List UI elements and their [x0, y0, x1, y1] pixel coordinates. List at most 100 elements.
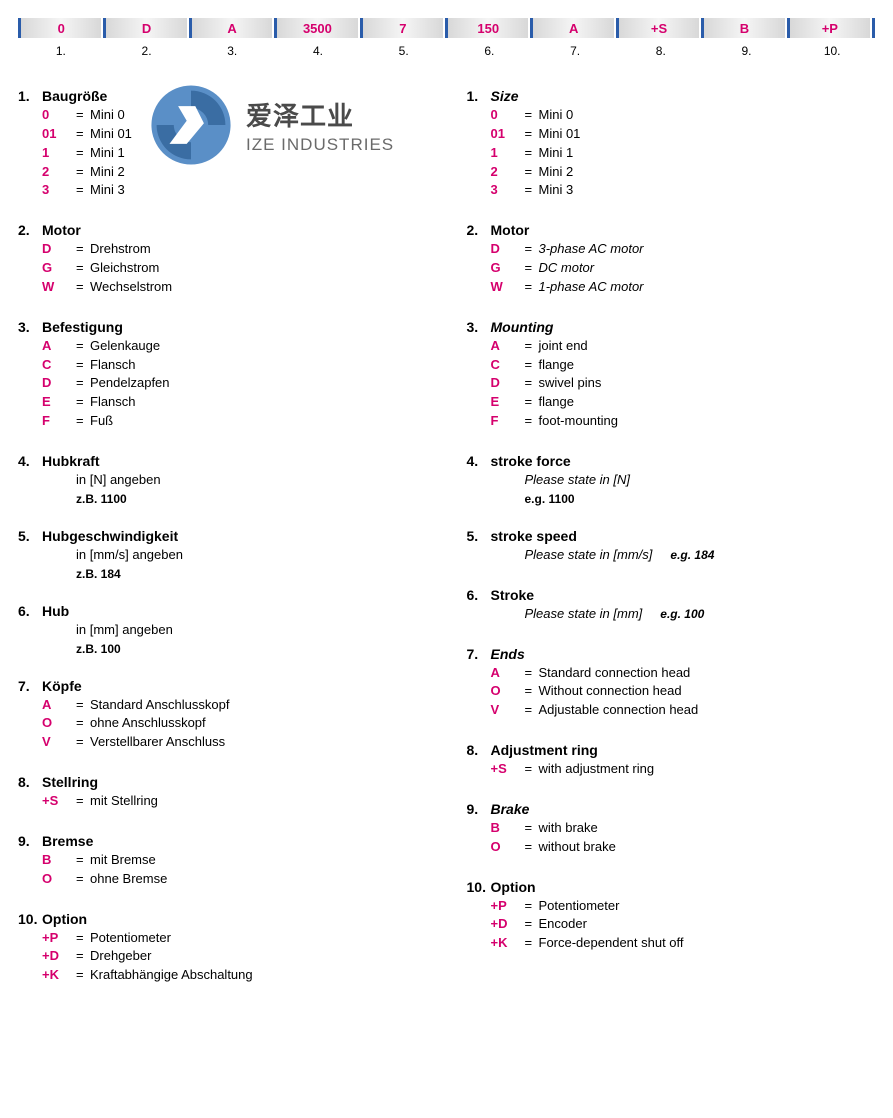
- code-value: 0: [58, 21, 65, 36]
- option-row: +S=with adjustment ring: [467, 760, 876, 779]
- option-row: E=Flansch: [18, 393, 427, 412]
- option-desc: Without connection head: [539, 682, 682, 701]
- option-row: +S=mit Stellring: [18, 792, 427, 811]
- option-code: O: [42, 714, 76, 733]
- section-title: Baugröße: [42, 88, 107, 104]
- option-code: D: [491, 240, 525, 259]
- section: 9.BremseB=mit BremseO=ohne Bremse: [18, 833, 427, 889]
- option-code: 01: [491, 125, 525, 144]
- section-number: 10.: [18, 911, 42, 927]
- equals: =: [76, 356, 90, 375]
- option-code: F: [491, 412, 525, 431]
- option-desc: Gleichstrom: [90, 259, 159, 278]
- option-desc: Standard Anschlusskopf: [90, 696, 229, 715]
- code-number: 7.: [532, 42, 618, 58]
- logo-icon: [148, 82, 234, 168]
- option-code: 01: [42, 125, 76, 144]
- logo-text: 爱泽工业 IZE INDUSTRIES: [246, 96, 394, 155]
- equals: =: [76, 144, 90, 163]
- section: 6.Hubin [mm] angebenz.B. 100: [18, 603, 427, 656]
- equals: =: [525, 278, 539, 297]
- option-code: D: [491, 374, 525, 393]
- section-title: Hubgeschwindigkeit: [42, 528, 178, 544]
- section: 4.stroke forcePlease state in [N]e.g. 11…: [467, 453, 876, 506]
- equals: =: [76, 393, 90, 412]
- code-number: 10.: [789, 42, 875, 58]
- option-desc: Flansch: [90, 356, 136, 375]
- option-row: D=Drehstrom: [18, 240, 427, 259]
- section-header: 2.Motor: [18, 222, 427, 238]
- equals: =: [76, 337, 90, 356]
- option-desc: without brake: [539, 838, 616, 857]
- option-desc: Mini 0: [90, 106, 125, 125]
- equals: =: [525, 181, 539, 200]
- example: z.B. 184: [76, 567, 427, 581]
- section-header: 1.Size: [467, 88, 876, 104]
- option-desc: mit Bremse: [90, 851, 156, 870]
- equals: =: [76, 240, 90, 259]
- option-code: +K: [491, 934, 525, 953]
- equals: =: [525, 144, 539, 163]
- option-row: +D=Drehgeber: [18, 947, 427, 966]
- option-row: O=Without connection head: [467, 682, 876, 701]
- code-box: B: [701, 18, 784, 38]
- section: 10.Option+P=Potentiometer+D=Drehgeber+K=…: [18, 911, 427, 986]
- equals: =: [525, 163, 539, 182]
- equals: =: [525, 412, 539, 431]
- equals: =: [525, 259, 539, 278]
- option-desc: Mini 01: [539, 125, 581, 144]
- section-header: 6.Hub: [18, 603, 427, 619]
- section: 8.Stellring +S=mit Stellring: [18, 774, 427, 811]
- option-desc: Verstellbarer Anschluss: [90, 733, 225, 752]
- equals: =: [525, 240, 539, 259]
- code-value: 7: [399, 21, 406, 36]
- option-code: V: [42, 733, 76, 752]
- code-box: 0: [18, 18, 101, 38]
- equals: =: [76, 929, 90, 948]
- code-number: 5.: [361, 42, 447, 58]
- section-header: 9.Bremse: [18, 833, 427, 849]
- equals: =: [76, 947, 90, 966]
- option-code: +P: [42, 929, 76, 948]
- code-value: 150: [477, 21, 499, 36]
- section-title: Stroke: [491, 587, 535, 603]
- option-desc: Flansch: [90, 393, 136, 412]
- option-row: W=1-phase AC motor: [467, 278, 876, 297]
- option-desc: 1-phase AC motor: [539, 278, 644, 297]
- option-row: +D=Encoder: [467, 915, 876, 934]
- option-desc: Drehstrom: [90, 240, 151, 259]
- code-number: 1.: [18, 42, 104, 58]
- section-header: 6.Stroke: [467, 587, 876, 603]
- section: 5.stroke speedPlease state in [mm/s]e.g.…: [467, 528, 876, 565]
- option-row: 2=Mini 2: [467, 163, 876, 182]
- section: 8.Adjustment ring+S=with adjustment ring: [467, 742, 876, 779]
- section: 7.KöpfeA=Standard AnschlusskopfO=ohne An…: [18, 678, 427, 753]
- equals: =: [525, 664, 539, 683]
- option-code: C: [491, 356, 525, 375]
- equals: =: [525, 106, 539, 125]
- option-desc: mit Stellring: [90, 792, 158, 811]
- section-header: 2.Motor: [467, 222, 876, 238]
- code-box: A: [530, 18, 613, 38]
- section-header: 8.Stellring: [18, 774, 427, 790]
- code-cell: D: [103, 18, 188, 38]
- equals: =: [76, 163, 90, 182]
- option-row: +K=Kraftabhängige Abschaltung: [18, 966, 427, 985]
- option-code: +K: [42, 966, 76, 985]
- option-code: V: [491, 701, 525, 720]
- option-code: +S: [42, 792, 76, 811]
- equals: =: [76, 851, 90, 870]
- option-row: D=3-phase AC motor: [467, 240, 876, 259]
- option-code: B: [42, 851, 76, 870]
- code-box: D: [103, 18, 186, 38]
- option-row: A=joint end: [467, 337, 876, 356]
- section-note: in [mm] angeben: [76, 621, 427, 640]
- section-header: 10.Option: [18, 911, 427, 927]
- option-row: B=mit Bremse: [18, 851, 427, 870]
- option-desc: ohne Anschlusskopf: [90, 714, 206, 733]
- option-code: A: [491, 337, 525, 356]
- code-cell: 0: [18, 18, 103, 38]
- example: e.g. 100: [660, 607, 704, 621]
- section-title: Köpfe: [42, 678, 82, 694]
- option-row: F=Fuß: [18, 412, 427, 431]
